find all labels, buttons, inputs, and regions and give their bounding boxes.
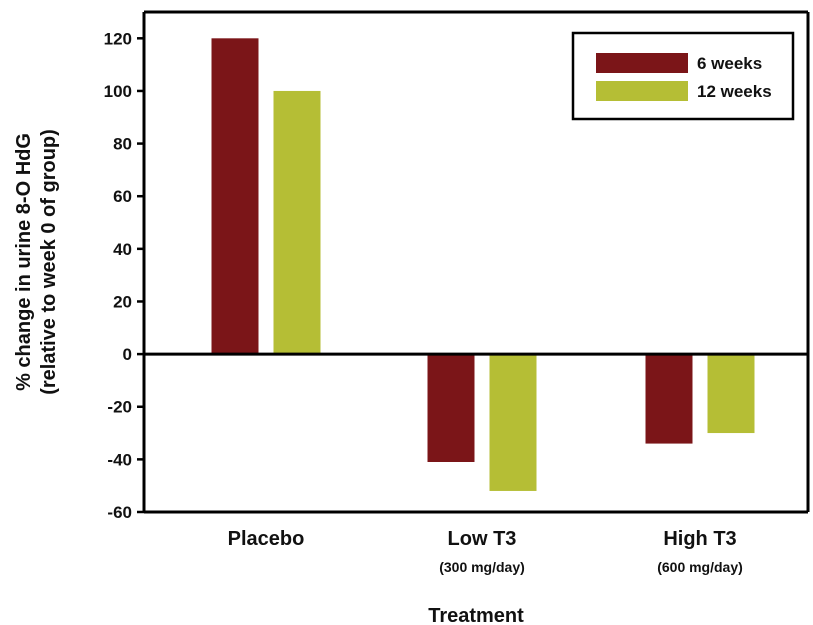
y-tick-label: -20	[107, 398, 132, 417]
y-tick-label: -40	[107, 450, 132, 469]
y-tick-label: 80	[113, 135, 132, 154]
x-category-label: Low T3	[448, 528, 517, 550]
bar-12-weeks-high-t3	[707, 354, 755, 434]
plot-frame	[142, 10, 810, 514]
bar-6-weeks-placebo	[211, 38, 259, 355]
y-tick-label: 60	[113, 187, 132, 206]
x-category-label: High T3	[663, 528, 736, 550]
bar-12-weeks-placebo	[273, 90, 321, 355]
bars-group	[211, 38, 755, 491]
y-tick-label: -60	[107, 503, 132, 522]
bar-12-weeks-low-t3	[489, 354, 537, 491]
x-categories-group: Placebo Low T3 (300 mg/day) High T3 (600 mg/…	[228, 528, 743, 575]
y-tick-label: 20	[113, 292, 132, 311]
legend: 6 weeks 12 weeks	[571, 31, 795, 121]
legend-label-6-weeks: 6 weeks	[697, 54, 762, 73]
legend-swatch-12-weeks	[596, 81, 688, 101]
y-tick-label: 120	[104, 29, 132, 48]
y-tick-label: 0	[123, 345, 132, 364]
y-axis-title-line-2: (relative to week 0 of group)	[38, 129, 60, 395]
y-ticks-group: -60 -40 -20 0 20 40 60 80 100 120	[104, 29, 144, 522]
legend-swatch-6-weeks	[596, 53, 688, 73]
x-category-label: Placebo	[228, 528, 305, 550]
bar-6-weeks-high-t3	[645, 354, 693, 444]
y-axis-title-line-1: % change in urine 8-O HdG	[13, 133, 35, 391]
legend-label-12-weeks: 12 weeks	[697, 82, 772, 101]
legend-box	[571, 31, 795, 121]
y-axis-title: % change in urine 8-O HdG (relative to w…	[13, 129, 60, 395]
bar-6-weeks-low-t3	[427, 354, 475, 462]
x-category-sublabel: (600 mg/day)	[657, 559, 743, 575]
y-tick-label: 40	[113, 240, 132, 259]
y-tick-label: 100	[104, 82, 132, 101]
x-axis-title: Treatment	[428, 605, 524, 625]
x-category-sublabel: (300 mg/day)	[439, 559, 525, 575]
